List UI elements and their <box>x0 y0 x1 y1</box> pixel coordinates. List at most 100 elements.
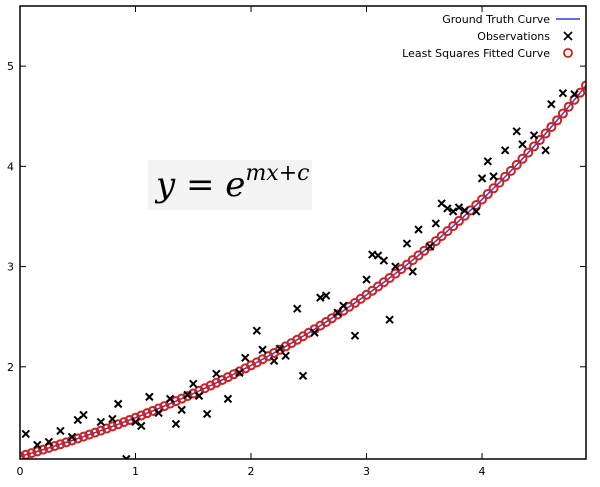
observation-point-stroke <box>33 440 42 450</box>
observation-point <box>145 392 154 402</box>
fitted-point <box>557 108 568 119</box>
fitted-point <box>159 401 170 412</box>
observation-point <box>402 239 412 248</box>
fitted-point <box>500 171 511 182</box>
observation-point-stroke <box>154 408 163 418</box>
observation-point <box>316 293 325 302</box>
legend: Ground Truth Curve Observations Least Squa… <box>402 13 580 60</box>
observation-point <box>472 207 481 216</box>
observation-point-stroke <box>373 251 383 260</box>
fitted-point <box>182 391 193 402</box>
fitted-point <box>529 141 540 152</box>
observation-point <box>67 432 77 442</box>
observation-point-stroke <box>385 315 394 324</box>
plot-frame <box>19 5 587 460</box>
observation-point <box>339 301 348 310</box>
observation-point-stroke <box>124 454 131 459</box>
observation-point <box>500 146 510 155</box>
observation-point <box>33 440 42 450</box>
fitted-point <box>38 444 49 455</box>
observation-point-stroke <box>547 100 556 109</box>
observation-point <box>483 157 493 166</box>
observation-point <box>443 204 452 213</box>
observation-point <box>570 89 579 99</box>
observation-point <box>258 345 267 354</box>
observation-point-stroke <box>350 331 360 340</box>
fitted-point <box>32 446 43 457</box>
fitted-point <box>118 417 129 428</box>
observation-point <box>122 454 131 459</box>
observation-point <box>489 172 498 181</box>
observation-point <box>202 409 212 419</box>
observation-point <box>414 225 423 234</box>
observation-point-stroke <box>108 414 117 424</box>
equation-lhs: y = e <box>156 165 246 205</box>
observation-point-stroke <box>310 328 319 337</box>
observation-point-stroke <box>252 326 262 335</box>
observation-point-stroke <box>414 225 423 234</box>
observation-point-stroke <box>472 207 481 216</box>
observation-point <box>293 304 302 313</box>
fitted-point <box>505 165 516 176</box>
fitted-point <box>477 194 488 205</box>
observation-point <box>154 408 163 418</box>
fitted-point <box>78 431 89 442</box>
observation-point <box>385 315 394 324</box>
fitted-point <box>413 250 424 261</box>
observation-point-stroke <box>460 206 469 215</box>
fitted-point <box>552 115 563 126</box>
observation-point <box>183 390 192 400</box>
observation-point-stroke <box>137 421 146 431</box>
observation-point-stroke <box>189 379 198 389</box>
fitted-point <box>142 408 153 419</box>
fitted-point <box>419 245 430 256</box>
plot-area <box>20 80 586 459</box>
observation-point <box>131 417 140 427</box>
x-tick-label: 3 <box>363 465 370 478</box>
observation-point-stroke <box>448 207 458 216</box>
observation-point <box>79 410 88 420</box>
observation-point-stroke <box>518 140 527 149</box>
observation-point <box>113 399 123 409</box>
observation-point-stroke <box>67 432 77 442</box>
observation-point-stroke <box>362 275 371 284</box>
equation-annotation: y = emx+c <box>148 160 312 210</box>
observation-point <box>541 146 550 155</box>
observation-point <box>189 379 198 389</box>
fitted-point <box>511 159 522 170</box>
fitted-point <box>563 101 574 112</box>
observation-point-stroke <box>194 391 204 401</box>
observation-point <box>321 291 331 300</box>
observation-point-stroke <box>177 405 186 415</box>
observation-point-stroke <box>281 351 290 360</box>
observation-point <box>137 421 146 431</box>
observation-point-stroke <box>165 394 175 404</box>
observation-point-stroke <box>275 344 285 353</box>
observation-point <box>408 267 417 276</box>
observation-point-stroke <box>500 146 510 155</box>
fitted-point <box>425 240 436 251</box>
observation-point-stroke <box>483 157 493 166</box>
observation-point-stroke <box>489 172 498 181</box>
observation-point <box>518 140 527 149</box>
observation-point-stroke <box>379 256 389 265</box>
observation-point-stroke <box>212 369 221 379</box>
observation-point-stroke <box>223 394 233 404</box>
observation-point-stroke <box>402 239 412 248</box>
observation-point <box>298 371 308 381</box>
fitted-point <box>61 437 72 448</box>
observation-point-stroke <box>113 399 123 409</box>
observation-point-stroke <box>202 409 212 419</box>
observation-point-stroke <box>454 203 464 212</box>
observation-point <box>529 131 539 140</box>
observation-point <box>165 394 175 404</box>
observation-point <box>171 419 181 429</box>
observation-point-stroke <box>437 199 446 208</box>
legend-label: Least Squares Fitted Curve <box>402 47 550 60</box>
fitted-point <box>113 419 124 430</box>
observation-point-stroke <box>241 353 250 362</box>
observation-point-stroke <box>558 88 568 98</box>
observation-point-stroke <box>293 304 302 313</box>
